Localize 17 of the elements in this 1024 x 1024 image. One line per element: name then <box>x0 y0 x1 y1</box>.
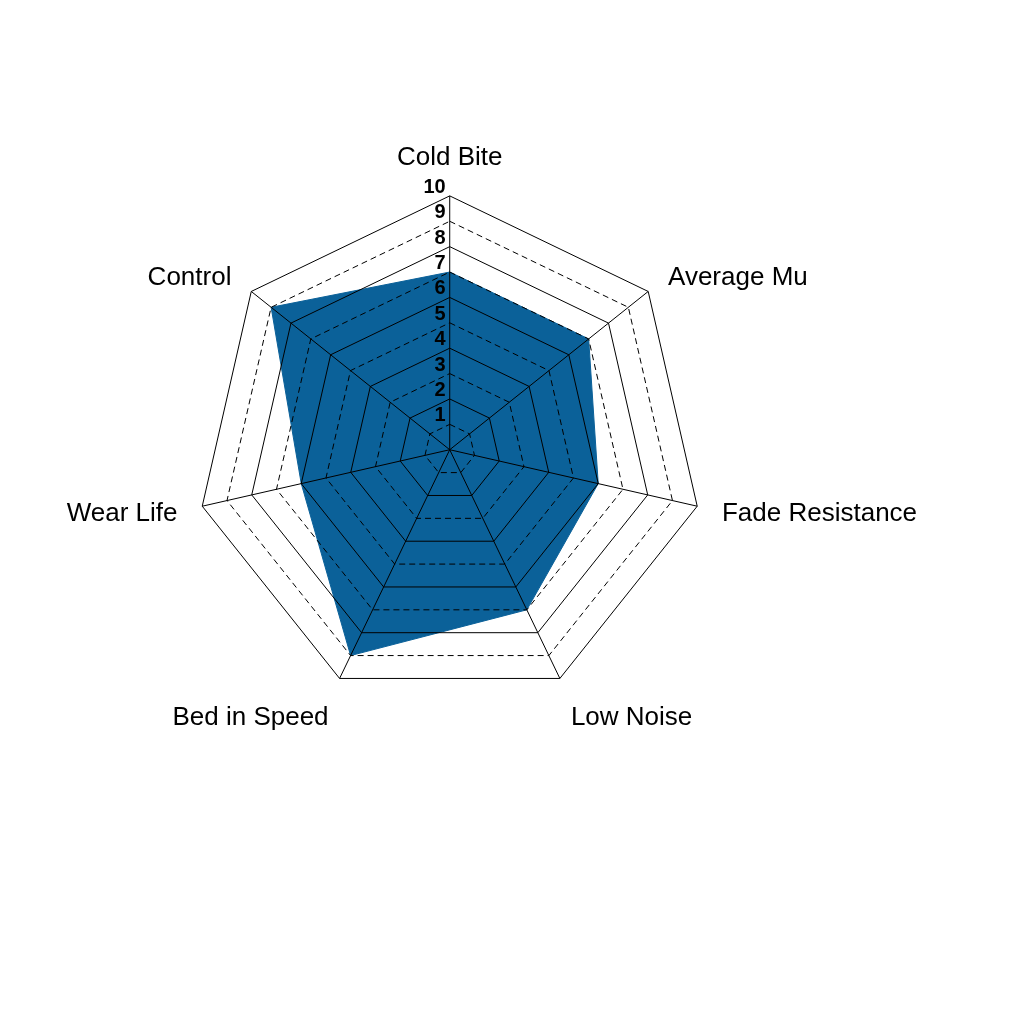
spoke-label: Bed in Speed <box>172 701 329 732</box>
y-tick-label: 9 <box>434 200 446 223</box>
spoke-label: Cold Bite <box>396 140 503 171</box>
y-tick-label: 5 <box>434 301 446 324</box>
spoke-label: Average Mu <box>668 260 808 291</box>
y-tick-label: 2 <box>434 377 446 400</box>
spoke-label: Low Noise <box>570 701 693 732</box>
y-tick-label: 10 <box>423 174 446 197</box>
spoke-label: Control <box>147 260 232 291</box>
spoke-label: Wear Life <box>66 496 178 527</box>
y-tick-label: 6 <box>434 276 446 299</box>
y-tick-label: 4 <box>434 327 447 350</box>
spoke-label: Fade Resistance <box>721 496 918 527</box>
y-tick-label: 3 <box>434 352 446 375</box>
y-tick-label: 7 <box>434 251 446 274</box>
y-tick-label: 8 <box>434 225 446 248</box>
y-tick-label: 1 <box>434 403 446 426</box>
